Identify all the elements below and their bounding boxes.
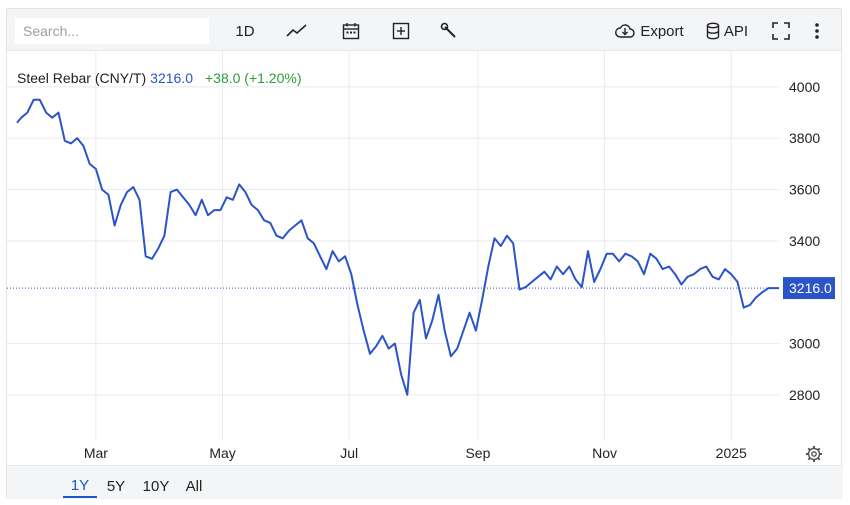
legend-instrument: Steel Rebar (CNY/T) (17, 70, 146, 86)
y-tick-label: 2800 (789, 387, 820, 403)
x-tick-label: Nov (592, 445, 617, 461)
export-button[interactable]: Export (613, 18, 685, 44)
price-chart[interactable]: 2800 3000 3400 3600 3800 4000 3216.0 Steel Reb… (7, 51, 843, 441)
fullscreen-icon (772, 22, 790, 40)
line-chart-icon (286, 23, 308, 39)
database-icon (706, 22, 720, 40)
wrench-icon (440, 22, 458, 40)
series-layer (16, 98, 779, 396)
y-axis: 2800 3000 3400 3600 3800 4000 3216.0 (783, 79, 835, 403)
gear-icon[interactable] (805, 445, 823, 463)
cloud-download-icon (614, 23, 636, 39)
settings-tool-button[interactable] (435, 18, 463, 44)
legend-last-value: 3216.0 (150, 70, 193, 86)
x-tick-label: 2025 (716, 445, 747, 461)
y-tick-label: 3600 (789, 182, 820, 198)
range-all-button[interactable]: All (185, 477, 203, 495)
range-10y-button[interactable]: 10Y (142, 477, 170, 495)
x-axis: Mar May Jul Sep Nov 2025 (84, 445, 747, 461)
chart-toolbar: 1D (7, 9, 841, 51)
interval-button[interactable]: 1D (235, 22, 255, 40)
legend-change: +38.0 (+1.20%) (205, 70, 302, 86)
calendar-icon (342, 22, 360, 40)
api-button[interactable]: API (703, 18, 751, 44)
chart-widget: 1D (6, 8, 843, 499)
fullscreen-button[interactable] (769, 18, 793, 44)
chart-legend: Steel Rebar (CNY/T) 3216.0 +38.0 (+1.20%… (17, 70, 302, 86)
range-selector: 1Y 5Y 10Y All (7, 465, 843, 499)
last-value-label: 3216.0 (789, 280, 832, 296)
range-1y-button[interactable]: 1Y (63, 474, 97, 498)
more-options-button[interactable] (807, 18, 827, 44)
grid (7, 51, 779, 441)
search-input[interactable] (15, 18, 209, 44)
add-box-icon (392, 22, 410, 40)
series-line (16, 98, 779, 396)
calendar-button[interactable] (337, 18, 365, 44)
range-5y-button[interactable]: 5Y (106, 477, 126, 495)
add-indicator-button[interactable] (387, 18, 415, 44)
x-tick-label: Mar (84, 445, 108, 461)
y-tick-label: 3400 (789, 233, 820, 249)
x-tick-label: Jul (340, 445, 358, 461)
y-tick-label: 3000 (789, 336, 820, 352)
api-label: API (723, 22, 749, 40)
export-label: Export (640, 22, 684, 40)
line-chart-button[interactable] (283, 18, 311, 44)
y-tick-label: 3800 (789, 130, 820, 146)
x-tick-label: Sep (465, 445, 490, 461)
y-tick-label: 4000 (789, 79, 820, 95)
more-vertical-icon (814, 22, 820, 40)
last-value-badge (783, 277, 835, 300)
x-tick-label: May (209, 445, 235, 461)
